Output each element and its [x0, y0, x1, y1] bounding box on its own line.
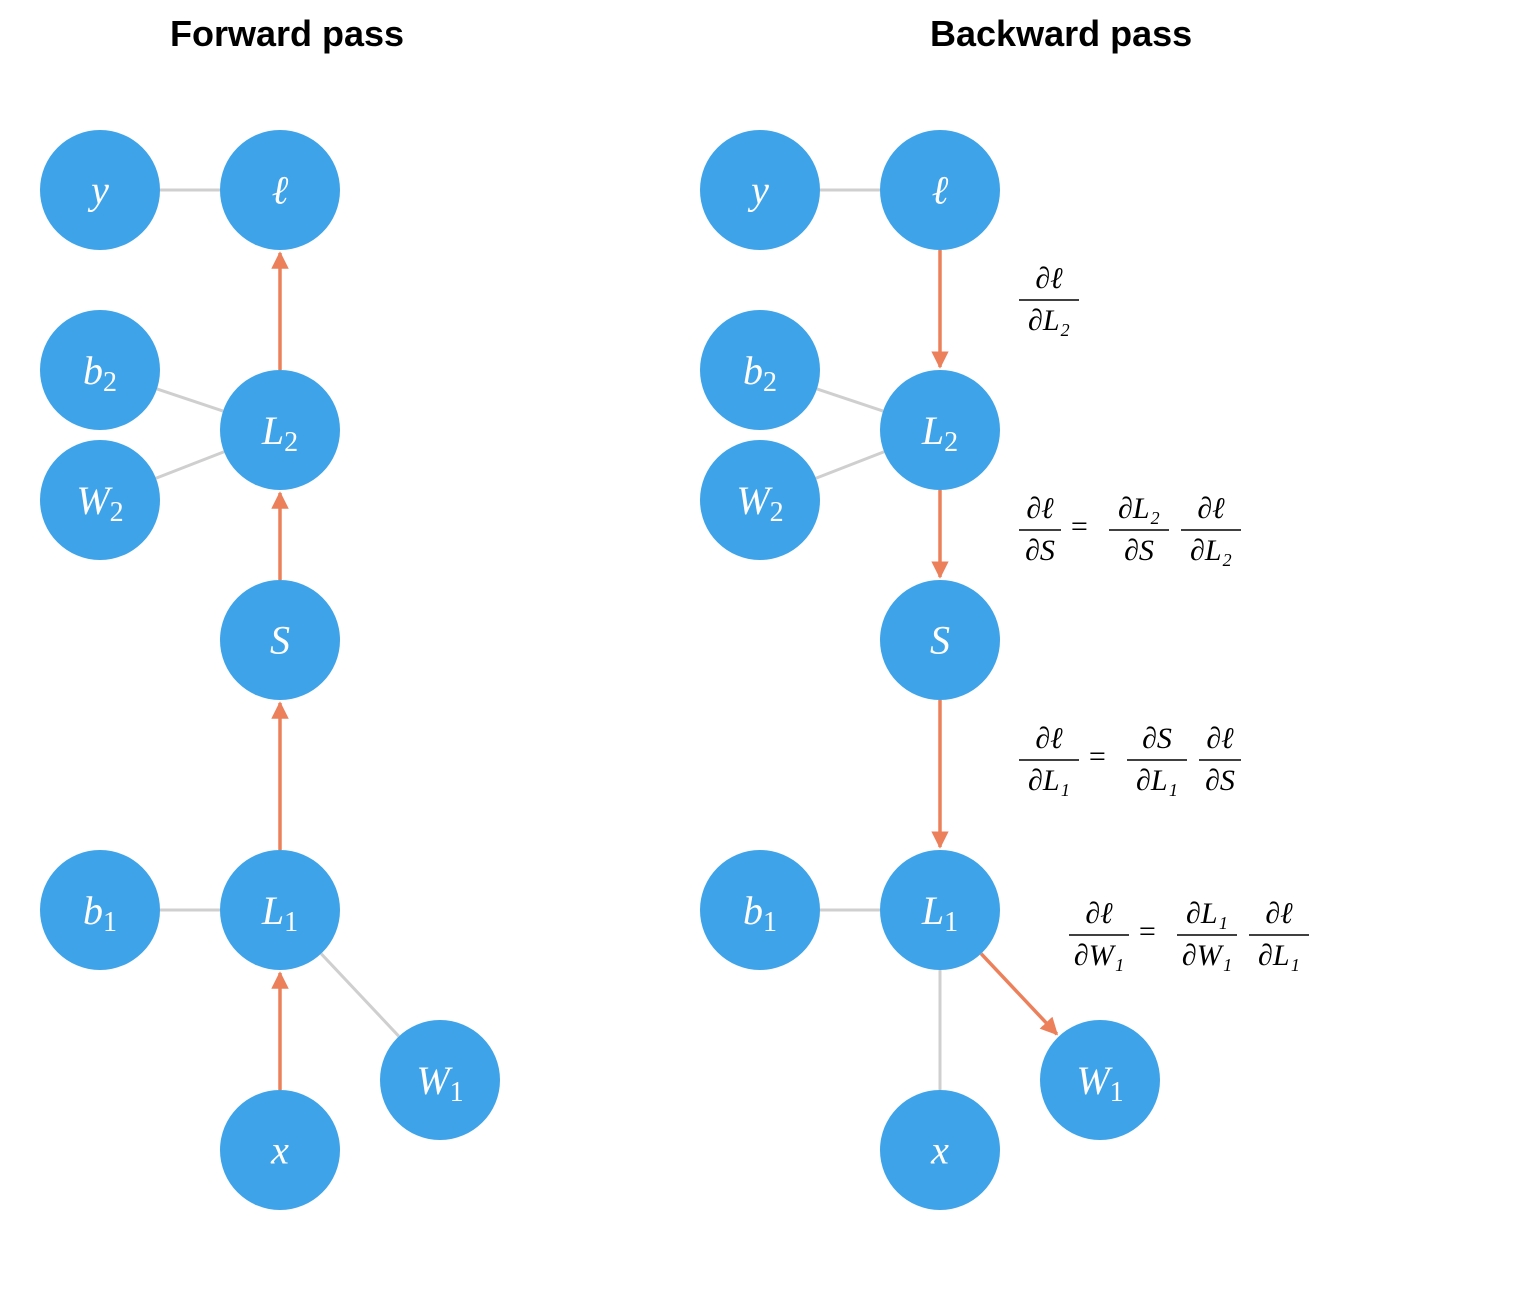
- svg-text:∂W₁: ∂W₁: [1074, 939, 1124, 972]
- node-label-S: S: [930, 618, 950, 663]
- svg-text:∂S: ∂S: [1142, 722, 1172, 755]
- svg-text:=: =: [1087, 740, 1107, 773]
- edge: [157, 389, 223, 411]
- title-backward: Backward pass: [930, 13, 1192, 54]
- svg-text:∂ℓ: ∂ℓ: [1085, 897, 1113, 930]
- svg-text:∂ℓ: ∂ℓ: [1026, 492, 1054, 525]
- svg-text:∂S: ∂S: [1124, 534, 1154, 567]
- svg-text:∂S: ∂S: [1205, 764, 1235, 797]
- edge: [816, 452, 884, 479]
- diagram-svg: Forward passBackward passyℓb2L2W2Sb1L1W1…: [0, 0, 1532, 1314]
- title-forward: Forward pass: [170, 13, 404, 54]
- svg-text:∂ℓ: ∂ℓ: [1265, 897, 1293, 930]
- node-label-y: y: [87, 168, 109, 213]
- svg-text:=: =: [1069, 510, 1089, 543]
- svg-text:∂ℓ: ∂ℓ: [1197, 492, 1225, 525]
- edge: [321, 954, 399, 1037]
- edge: [817, 389, 883, 411]
- node-label-x: x: [270, 1128, 289, 1173]
- svg-text:=: =: [1137, 915, 1157, 948]
- svg-text:∂S: ∂S: [1025, 534, 1055, 567]
- node-label-l: ℓ: [272, 168, 289, 213]
- svg-text:∂L₁: ∂L₁: [1136, 764, 1178, 797]
- svg-text:∂ℓ: ∂ℓ: [1206, 722, 1234, 755]
- svg-text:∂L₁: ∂L₁: [1258, 939, 1300, 972]
- node-label-y: y: [747, 168, 769, 213]
- svg-text:∂L₂: ∂L₂: [1118, 492, 1160, 525]
- svg-text:∂L₁: ∂L₁: [1186, 897, 1228, 930]
- equation: ∂ℓ ∂W₁ = ∂L₁ ∂W₁ ∂ℓ ∂L₁: [1069, 897, 1309, 972]
- node-label-x: x: [930, 1128, 949, 1173]
- svg-text:∂ℓ: ∂ℓ: [1035, 722, 1063, 755]
- equation: ∂ℓ ∂S = ∂L₂ ∂S ∂ℓ ∂L₂: [1019, 492, 1241, 567]
- svg-text:∂L₁: ∂L₁: [1028, 764, 1070, 797]
- svg-text:∂W₁: ∂W₁: [1182, 939, 1232, 972]
- arrow-edge: [981, 954, 1057, 1034]
- node-label-l: ℓ: [932, 168, 949, 213]
- svg-text:∂L₂: ∂L₂: [1028, 304, 1070, 337]
- svg-text:∂ℓ: ∂ℓ: [1035, 262, 1063, 295]
- svg-text:∂L₂: ∂L₂: [1190, 534, 1232, 567]
- equation: ∂ℓ ∂L₂: [1019, 262, 1079, 337]
- node-label-S: S: [270, 618, 290, 663]
- edge: [156, 452, 224, 479]
- equation: ∂ℓ ∂L₁ = ∂S ∂L₁ ∂ℓ ∂S: [1019, 722, 1241, 797]
